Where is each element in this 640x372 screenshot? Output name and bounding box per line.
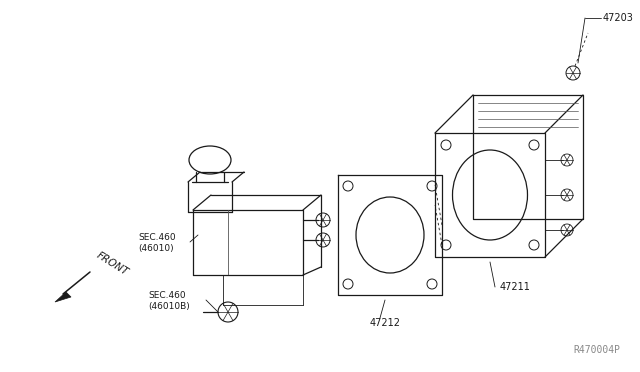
Text: 47212: 47212 <box>370 318 401 328</box>
Text: SEC.460: SEC.460 <box>138 232 175 241</box>
Text: FRONT: FRONT <box>95 250 131 278</box>
Text: R470004P: R470004P <box>573 345 620 355</box>
Polygon shape <box>55 292 71 302</box>
Text: 47211: 47211 <box>500 282 531 292</box>
Text: (46010B): (46010B) <box>148 302 189 311</box>
Text: 47203: 47203 <box>603 13 634 23</box>
Text: SEC.460: SEC.460 <box>148 291 186 299</box>
Text: (46010): (46010) <box>138 244 173 253</box>
